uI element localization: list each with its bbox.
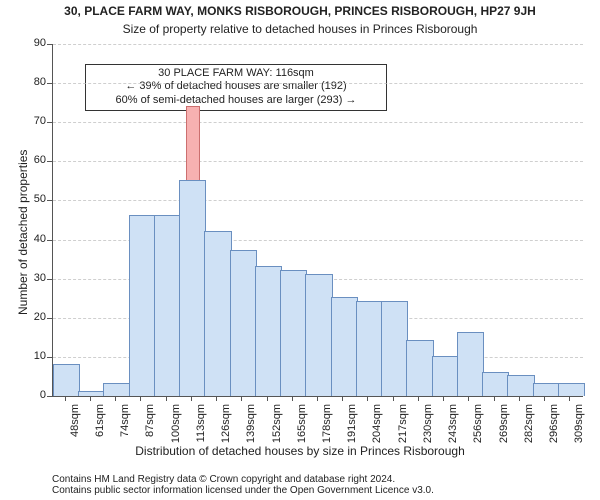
footer-text: Contains HM Land Registry data © Crown c… <box>52 474 434 496</box>
x-tick-label: 178sqm <box>321 404 333 444</box>
x-tick <box>393 396 394 401</box>
x-tick <box>342 396 343 401</box>
x-tick <box>544 396 545 401</box>
x-tick <box>140 396 141 401</box>
y-tick-label: 50 <box>22 193 46 205</box>
y-tick <box>47 122 52 123</box>
y-tick <box>47 279 52 280</box>
x-tick <box>468 396 469 401</box>
bar <box>356 301 383 396</box>
annotation-line-3: 60% of semi-detached houses are larger (… <box>90 94 382 108</box>
bar <box>204 231 231 396</box>
y-tick-label: 40 <box>22 233 46 245</box>
x-tick-label: 48sqm <box>69 404 81 444</box>
gridline <box>53 122 583 123</box>
bar <box>305 274 332 396</box>
x-tick-label: 296sqm <box>548 404 560 444</box>
x-tick-label: 269sqm <box>498 404 510 444</box>
x-tick <box>443 396 444 401</box>
plot-area: 30 PLACE FARM WAY: 116sqm ← 39% of detac… <box>52 44 583 397</box>
bar <box>129 215 156 396</box>
bar <box>280 270 307 396</box>
x-tick-label: 139sqm <box>245 404 257 444</box>
gridline <box>53 83 583 84</box>
x-tick <box>65 396 66 401</box>
x-tick-label: 191sqm <box>346 404 358 444</box>
x-tick-label: 309sqm <box>573 404 585 444</box>
y-tick <box>47 161 52 162</box>
chart-title: 30, PLACE FARM WAY, MONKS RISBOROUGH, PR… <box>0 4 600 18</box>
x-tick-label: 256sqm <box>472 404 484 444</box>
bar <box>457 332 484 396</box>
x-tick-label: 74sqm <box>119 404 131 444</box>
x-axis-label: Distribution of detached houses by size … <box>0 444 600 458</box>
x-tick <box>494 396 495 401</box>
chart-subtitle: Size of property relative to detached ho… <box>0 22 600 36</box>
y-tick <box>47 83 52 84</box>
bar <box>103 383 130 396</box>
x-tick-label: 282sqm <box>523 404 535 444</box>
gridline <box>53 200 583 201</box>
y-tick <box>47 200 52 201</box>
bar <box>255 266 282 396</box>
x-tick-label: 204sqm <box>371 404 383 444</box>
x-tick <box>90 396 91 401</box>
x-tick <box>418 396 419 401</box>
bar <box>533 383 560 396</box>
y-tick-label: 30 <box>22 272 46 284</box>
x-tick <box>519 396 520 401</box>
bar <box>381 301 408 396</box>
annotation-line-1: 30 PLACE FARM WAY: 116sqm <box>90 67 382 81</box>
x-tick <box>569 396 570 401</box>
bar <box>432 356 459 396</box>
x-tick <box>191 396 192 401</box>
y-tick <box>47 318 52 319</box>
y-tick-label: 0 <box>22 389 46 401</box>
x-tick-label: 100sqm <box>170 404 182 444</box>
annotation-box: 30 PLACE FARM WAY: 116sqm ← 39% of detac… <box>85 64 387 111</box>
y-tick <box>47 240 52 241</box>
x-tick-label: 126sqm <box>220 404 232 444</box>
bar <box>179 180 206 396</box>
x-tick-label: 217sqm <box>397 404 409 444</box>
y-tick-label: 70 <box>22 115 46 127</box>
bar <box>558 383 585 396</box>
x-tick-label: 152sqm <box>271 404 283 444</box>
footer-line-2: Contains public sector information licen… <box>52 485 434 496</box>
x-tick-label: 61sqm <box>94 404 106 444</box>
bar <box>53 364 80 396</box>
bar <box>78 391 105 396</box>
y-tick-label: 10 <box>22 350 46 362</box>
gridline <box>53 161 583 162</box>
x-tick <box>115 396 116 401</box>
x-tick <box>317 396 318 401</box>
x-tick-label: 230sqm <box>422 404 434 444</box>
x-tick <box>241 396 242 401</box>
y-tick <box>47 396 52 397</box>
x-tick <box>166 396 167 401</box>
y-tick-label: 20 <box>22 311 46 323</box>
y-tick-label: 80 <box>22 76 46 88</box>
bar <box>482 372 509 396</box>
bar <box>331 297 358 396</box>
bar <box>154 215 181 396</box>
x-tick <box>216 396 217 401</box>
x-tick-label: 165sqm <box>296 404 308 444</box>
x-tick <box>267 396 268 401</box>
x-tick <box>367 396 368 401</box>
x-tick-label: 87sqm <box>144 404 156 444</box>
gridline <box>53 44 583 45</box>
y-tick <box>47 44 52 45</box>
bar <box>230 250 257 396</box>
bar <box>406 340 433 396</box>
footer-line-1: Contains HM Land Registry data © Crown c… <box>52 474 434 485</box>
y-tick-label: 60 <box>22 154 46 166</box>
x-tick-label: 243sqm <box>447 404 459 444</box>
bar <box>507 375 534 396</box>
y-tick-label: 90 <box>22 37 46 49</box>
x-tick-label: 113sqm <box>195 404 207 444</box>
x-tick <box>292 396 293 401</box>
y-tick <box>47 357 52 358</box>
